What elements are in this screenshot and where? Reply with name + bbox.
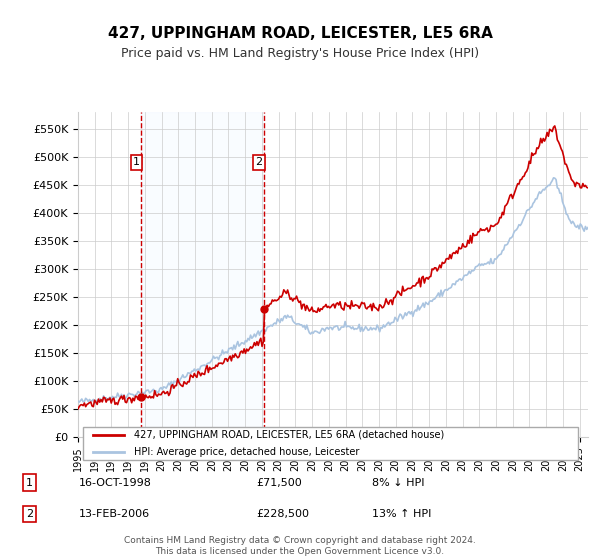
Text: 1: 1 <box>26 478 33 488</box>
Text: £228,500: £228,500 <box>256 509 309 519</box>
Text: Contains HM Land Registry data © Crown copyright and database right 2024.
This d: Contains HM Land Registry data © Crown c… <box>124 536 476 556</box>
Text: 427, UPPINGHAM ROAD, LEICESTER, LE5 6RA: 427, UPPINGHAM ROAD, LEICESTER, LE5 6RA <box>107 26 493 41</box>
Text: 13-FEB-2006: 13-FEB-2006 <box>79 509 151 519</box>
Text: 2: 2 <box>26 509 33 519</box>
FancyBboxPatch shape <box>83 427 578 460</box>
Text: HPI: Average price, detached house, Leicester: HPI: Average price, detached house, Leic… <box>134 447 359 457</box>
Text: 427, UPPINGHAM ROAD, LEICESTER, LE5 6RA (detached house): 427, UPPINGHAM ROAD, LEICESTER, LE5 6RA … <box>134 430 445 440</box>
Bar <box>142 112 264 437</box>
Text: 2: 2 <box>256 157 262 167</box>
Text: 8% ↓ HPI: 8% ↓ HPI <box>372 478 424 488</box>
Text: 1: 1 <box>133 157 140 167</box>
Text: Price paid vs. HM Land Registry's House Price Index (HPI): Price paid vs. HM Land Registry's House … <box>121 46 479 60</box>
Text: 16-OCT-1998: 16-OCT-1998 <box>79 478 152 488</box>
Text: £71,500: £71,500 <box>256 478 302 488</box>
Text: 13% ↑ HPI: 13% ↑ HPI <box>372 509 431 519</box>
